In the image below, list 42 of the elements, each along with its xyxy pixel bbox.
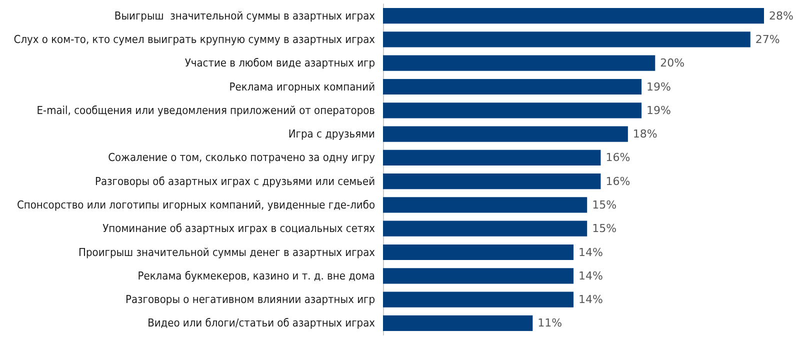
data-label: 14% <box>578 293 603 306</box>
y-tick-label: Разговоры о негативном влиянии азартных игр <box>125 293 375 306</box>
data-label: 14% <box>578 246 603 259</box>
y-tick-label: E-mail, сообщения или уведомления приложений от операторов <box>36 104 376 117</box>
data-label: 19% <box>646 104 671 117</box>
data-label: 14% <box>578 269 603 282</box>
bar <box>383 8 764 24</box>
bar <box>383 220 588 236</box>
data-label: 11% <box>538 316 562 330</box>
data-label: 15% <box>592 222 617 236</box>
data-label: 16% <box>606 174 630 188</box>
data-label: 19% <box>646 80 671 94</box>
y-tick-label: Спонсорство или логотипы игорных компаний, увиденные где-либо <box>16 198 375 212</box>
y-tick-label: Участие в любом виде азартных игр <box>184 56 375 70</box>
bar <box>383 244 574 260</box>
bar <box>383 150 601 166</box>
y-tick-label: Реклама букмекеров, казино и т. д. вне дома <box>138 269 375 282</box>
data-label: 27% <box>755 32 780 46</box>
bar <box>383 32 750 48</box>
bar <box>383 126 628 142</box>
y-tick-label: Видео или блоги/статьи об азартных играх <box>148 316 376 330</box>
bar <box>383 174 601 190</box>
y-tick-label: Сожаление о том, сколько потрачено за одну игру <box>108 151 376 164</box>
y-tick-label: Слух о ком-то, кто сумел выиграть крупную сумму в азартных играх <box>14 32 376 46</box>
data-label: 18% <box>632 128 658 141</box>
data-label: 20% <box>660 56 685 70</box>
bar <box>383 292 574 308</box>
bar <box>383 55 656 71</box>
data-label: 28% <box>769 9 794 22</box>
bar <box>383 78 642 95</box>
bar <box>383 102 642 118</box>
y-tick-label: Разговоры об азартных играх с друзьями или семьей <box>95 174 375 188</box>
y-tick-label: Выигрыш значительной суммы в азартных играх <box>114 9 376 22</box>
bar <box>383 197 588 213</box>
y-tick-label: Игра с друзьями <box>288 128 375 141</box>
y-tick-label: Упоминание об азартных играх в социальных сетях <box>102 222 376 236</box>
data-label: 15% <box>592 198 617 212</box>
bar <box>383 315 533 331</box>
data-label: 16% <box>606 151 630 164</box>
y-tick-label: Реклама игорных компаний <box>229 80 375 94</box>
bar <box>383 268 574 284</box>
y-tick-label: Проигрыш значительной суммы денег в азартных играх <box>78 246 376 259</box>
